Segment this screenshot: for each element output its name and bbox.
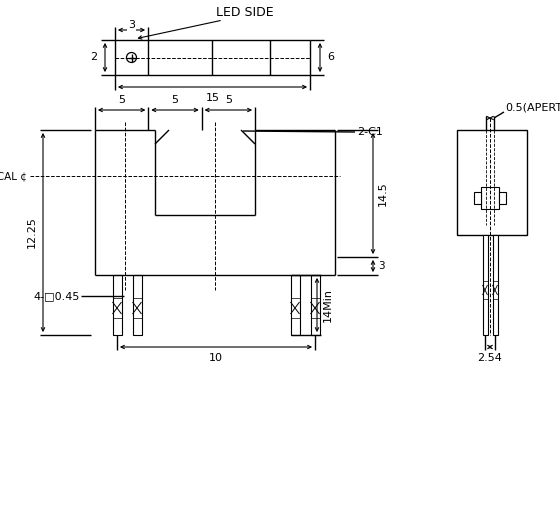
Bar [481, 187, 499, 209]
Text: 14.5: 14.5 [378, 181, 388, 206]
Bar [483, 235, 488, 335]
Bar [457, 130, 527, 235]
Text: 2-C1: 2-C1 [357, 127, 383, 137]
Bar [310, 275, 320, 335]
Text: 5: 5 [171, 95, 179, 105]
Text: 3: 3 [378, 261, 385, 271]
Text: 12.25: 12.25 [27, 217, 37, 248]
Text: 14Min: 14Min [323, 288, 333, 322]
Text: 6: 6 [327, 53, 334, 63]
Text: 5: 5 [118, 95, 125, 105]
Text: 10: 10 [209, 353, 223, 363]
Text: 5: 5 [225, 95, 232, 105]
Bar [113, 275, 122, 335]
Bar [492, 235, 497, 335]
Text: 15: 15 [206, 93, 220, 103]
Text: 2.54: 2.54 [478, 353, 502, 363]
Bar [291, 275, 300, 335]
Text: 0.5(APERTURE): 0.5(APERTURE) [505, 102, 560, 112]
Bar [133, 275, 142, 335]
Text: LED SIDE: LED SIDE [216, 6, 274, 19]
Bar [499, 192, 506, 204]
Text: 4-□0.45: 4-□0.45 [34, 291, 80, 301]
Bar [474, 192, 481, 204]
Text: 3: 3 [128, 20, 135, 30]
Text: OPTICAL ¢: OPTICAL ¢ [0, 171, 27, 181]
Text: 2: 2 [90, 53, 97, 63]
